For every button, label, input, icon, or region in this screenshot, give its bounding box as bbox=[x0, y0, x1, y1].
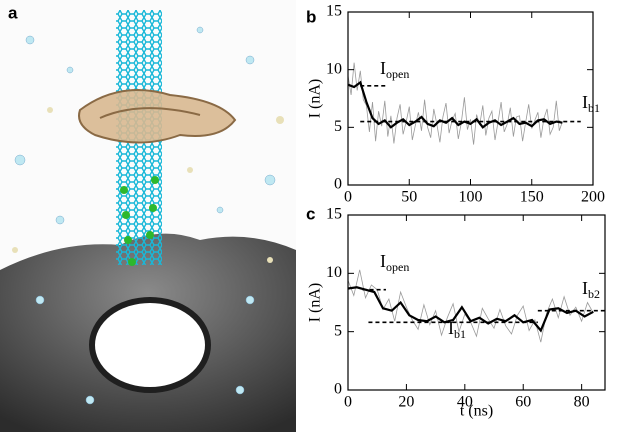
x-tick-label: 200 bbox=[581, 189, 605, 206]
panel-label: c bbox=[306, 204, 315, 223]
x-tick-label: 20 bbox=[398, 394, 414, 411]
annotation-main: I bbox=[582, 278, 588, 298]
x-tick-label: 60 bbox=[515, 394, 531, 411]
plot-frame bbox=[347, 11, 594, 186]
annotation-sub: b2 bbox=[588, 287, 600, 301]
annotation: Ib2 bbox=[582, 278, 600, 301]
y-tick-label: 15 bbox=[326, 206, 342, 223]
annotation-sub: b1 bbox=[454, 327, 466, 341]
y-tick-label: 0 bbox=[334, 381, 342, 398]
x-tick-label: 150 bbox=[520, 189, 544, 206]
x-tick-label: 50 bbox=[401, 189, 417, 206]
y-tick-label: 5 bbox=[334, 322, 342, 339]
annotation-main: I bbox=[582, 92, 588, 112]
data-line bbox=[347, 62, 563, 145]
panel-label: a bbox=[8, 3, 18, 22]
annotation: Ib1 bbox=[448, 318, 466, 341]
y-tick-label: 5 bbox=[334, 118, 342, 135]
y-tick-label: 0 bbox=[334, 176, 342, 193]
annotation-sub: b1 bbox=[588, 101, 600, 115]
annotation: Iopen bbox=[380, 58, 409, 81]
panel-label: b bbox=[306, 7, 316, 26]
annotation-main: I bbox=[448, 318, 454, 338]
annotation-sub: open bbox=[386, 260, 409, 274]
x-tick-label: 40 bbox=[457, 394, 473, 411]
annotation-main: I bbox=[380, 251, 386, 271]
x-tick-label: 100 bbox=[459, 189, 483, 206]
x-tick-label: 80 bbox=[574, 394, 590, 411]
x-tick-label: 0 bbox=[344, 189, 352, 206]
annotation: Ib1 bbox=[582, 92, 600, 115]
annotation-main: I bbox=[380, 58, 386, 78]
annotation: Iopen bbox=[380, 251, 409, 274]
annotation-sub: open bbox=[386, 67, 409, 81]
y-axis-label: I (nA) bbox=[307, 283, 324, 323]
y-tick-label: 10 bbox=[326, 60, 342, 77]
y-tick-label: 15 bbox=[326, 3, 342, 20]
md-render: a bbox=[0, 0, 296, 432]
data-line bbox=[347, 269, 594, 343]
x-axis-label: t (ns) bbox=[460, 403, 493, 420]
data-line bbox=[347, 286, 594, 333]
x-tick-label: 0 bbox=[344, 394, 352, 411]
y-axis-label: I (nA) bbox=[307, 79, 324, 119]
y-tick-label: 10 bbox=[326, 264, 342, 281]
plot-frame bbox=[347, 214, 606, 391]
